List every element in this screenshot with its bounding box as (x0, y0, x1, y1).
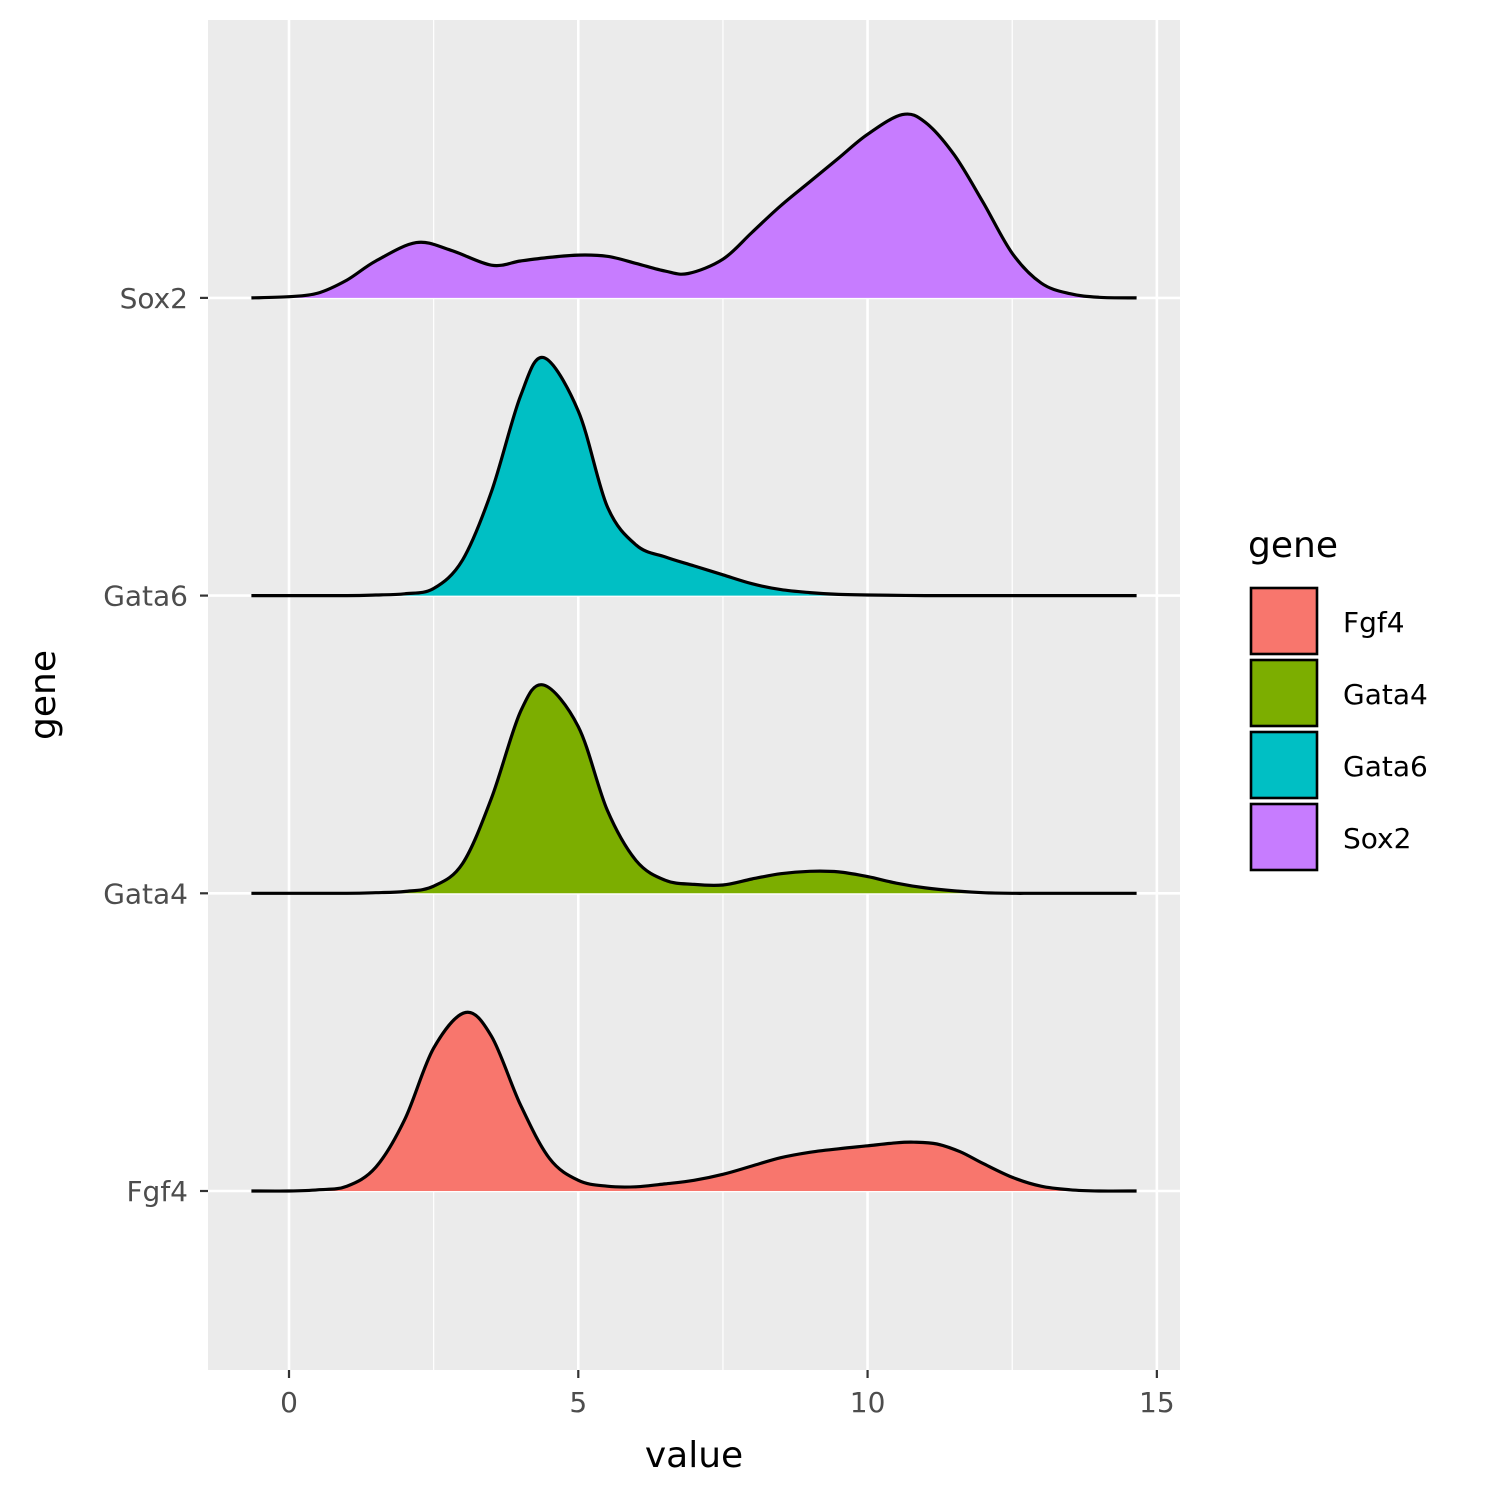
ridges (251, 112, 1137, 1193)
legend-key-fgf4 (1249, 586, 1319, 656)
x-tick-label: 5 (569, 1386, 587, 1419)
ridge-outline-gata6 (251, 355, 1137, 598)
y-tick-label: Fgf4 (126, 1175, 188, 1208)
x-tick-label: 15 (1139, 1386, 1175, 1419)
legend-label-sox2: Sox2 (1343, 822, 1411, 855)
legend-key-gata4 (1249, 658, 1319, 728)
legend-label-fgf4: Fgf4 (1343, 606, 1405, 639)
x-axis-title: value (645, 1435, 743, 1476)
legend-key-sox2 (1249, 802, 1319, 872)
legend-label-gata4: Gata4 (1343, 678, 1428, 711)
legend-key-gata6 (1249, 730, 1319, 800)
legend-label-gata6: Gata6 (1343, 750, 1428, 783)
ridge-fill-fgf4 (251, 1012, 1137, 1192)
ridge-gata6 (251, 355, 1137, 598)
legend-title: gene (1248, 525, 1338, 566)
ridge-fill-sox2 (251, 114, 1137, 298)
plot-panel (208, 20, 1180, 1370)
x-tick-label: 10 (850, 1386, 886, 1419)
x-tick-label: 0 (280, 1386, 298, 1419)
y-tick-label: Gata4 (103, 877, 188, 910)
y-tick-label: Gata6 (103, 580, 188, 613)
y-tick-label: Sox2 (120, 282, 188, 315)
ridge-outline-sox2 (251, 112, 1137, 300)
y-axis-title: gene (23, 650, 64, 740)
legend: gene Fgf4 Gata4 Gata6 Sox2 (1248, 525, 1428, 872)
ridge-gata4 (251, 683, 1137, 895)
ridge-outline-fgf4 (251, 1010, 1137, 1193)
x-axis: 0 5 10 15 (280, 1370, 1175, 1419)
ridge-sox2 (251, 112, 1137, 300)
legend-items: Fgf4 Gata4 Gata6 Sox2 (1249, 586, 1428, 872)
ridge-fgf4 (251, 1010, 1137, 1193)
ridge-outline-gata4 (251, 683, 1137, 895)
y-axis: Fgf4 Gata4 Gata6 Sox2 (103, 282, 208, 1208)
